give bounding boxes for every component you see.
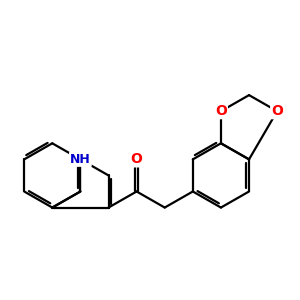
Text: O: O [271,104,283,118]
Text: O: O [131,152,142,167]
Text: O: O [215,104,227,118]
Text: NH: NH [70,153,91,166]
